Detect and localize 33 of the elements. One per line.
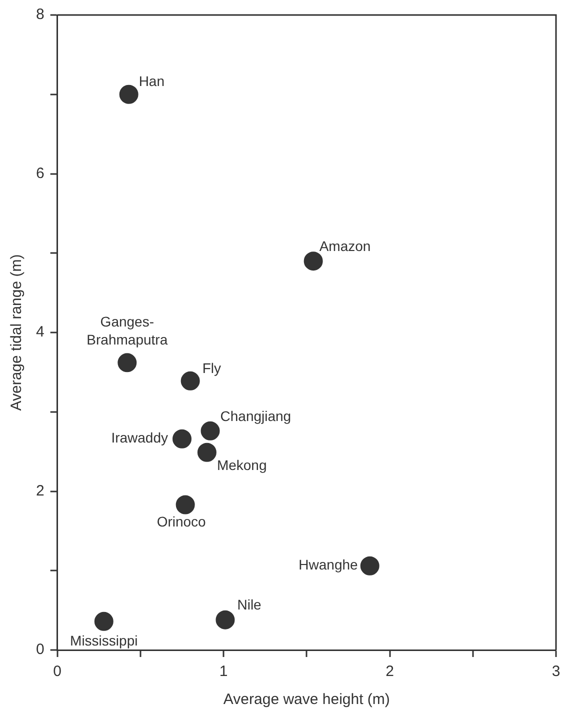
- y-tick-label: 2: [36, 482, 44, 500]
- point: [216, 610, 235, 630]
- annotation: Irawaddy: [111, 430, 168, 446]
- annotation: Han: [138, 73, 165, 90]
- point: [200, 421, 220, 440]
- point: [304, 252, 323, 271]
- x-tick-label: 1: [219, 663, 228, 680]
- point: [176, 495, 195, 514]
- point: [197, 442, 216, 462]
- annotation: Hwanghe: [298, 556, 358, 573]
- x-axis-title: Average wave height (m): [223, 691, 390, 708]
- y-tick-label: 0: [36, 641, 44, 658]
- y-tick-label: 4: [36, 324, 44, 341]
- annotation: Amazon: [319, 238, 371, 254]
- y-tick-label: 8: [36, 6, 44, 24]
- annotation: Mekong: [216, 457, 267, 474]
- y-tick-label: 6: [36, 164, 44, 182]
- point: [118, 353, 137, 372]
- point: [180, 371, 200, 390]
- annotation: Fly: [202, 360, 221, 376]
- annotation: Changjiang: [220, 408, 292, 424]
- point: [119, 84, 138, 104]
- x-tick-label: 2: [386, 663, 394, 680]
- point: [172, 429, 192, 448]
- annotation: Nile: [237, 596, 262, 613]
- annotation: Mississippi: [70, 632, 138, 648]
- y-axis-title: Average tidal range (m): [8, 254, 26, 411]
- annotation: Ganges-Brahmaputra: [86, 314, 168, 348]
- point: [94, 612, 114, 631]
- point: [360, 556, 380, 576]
- x-tick-label: 3: [552, 663, 560, 680]
- x-tick-label: 0: [53, 663, 62, 680]
- annotation: Orinoco: [156, 514, 206, 530]
